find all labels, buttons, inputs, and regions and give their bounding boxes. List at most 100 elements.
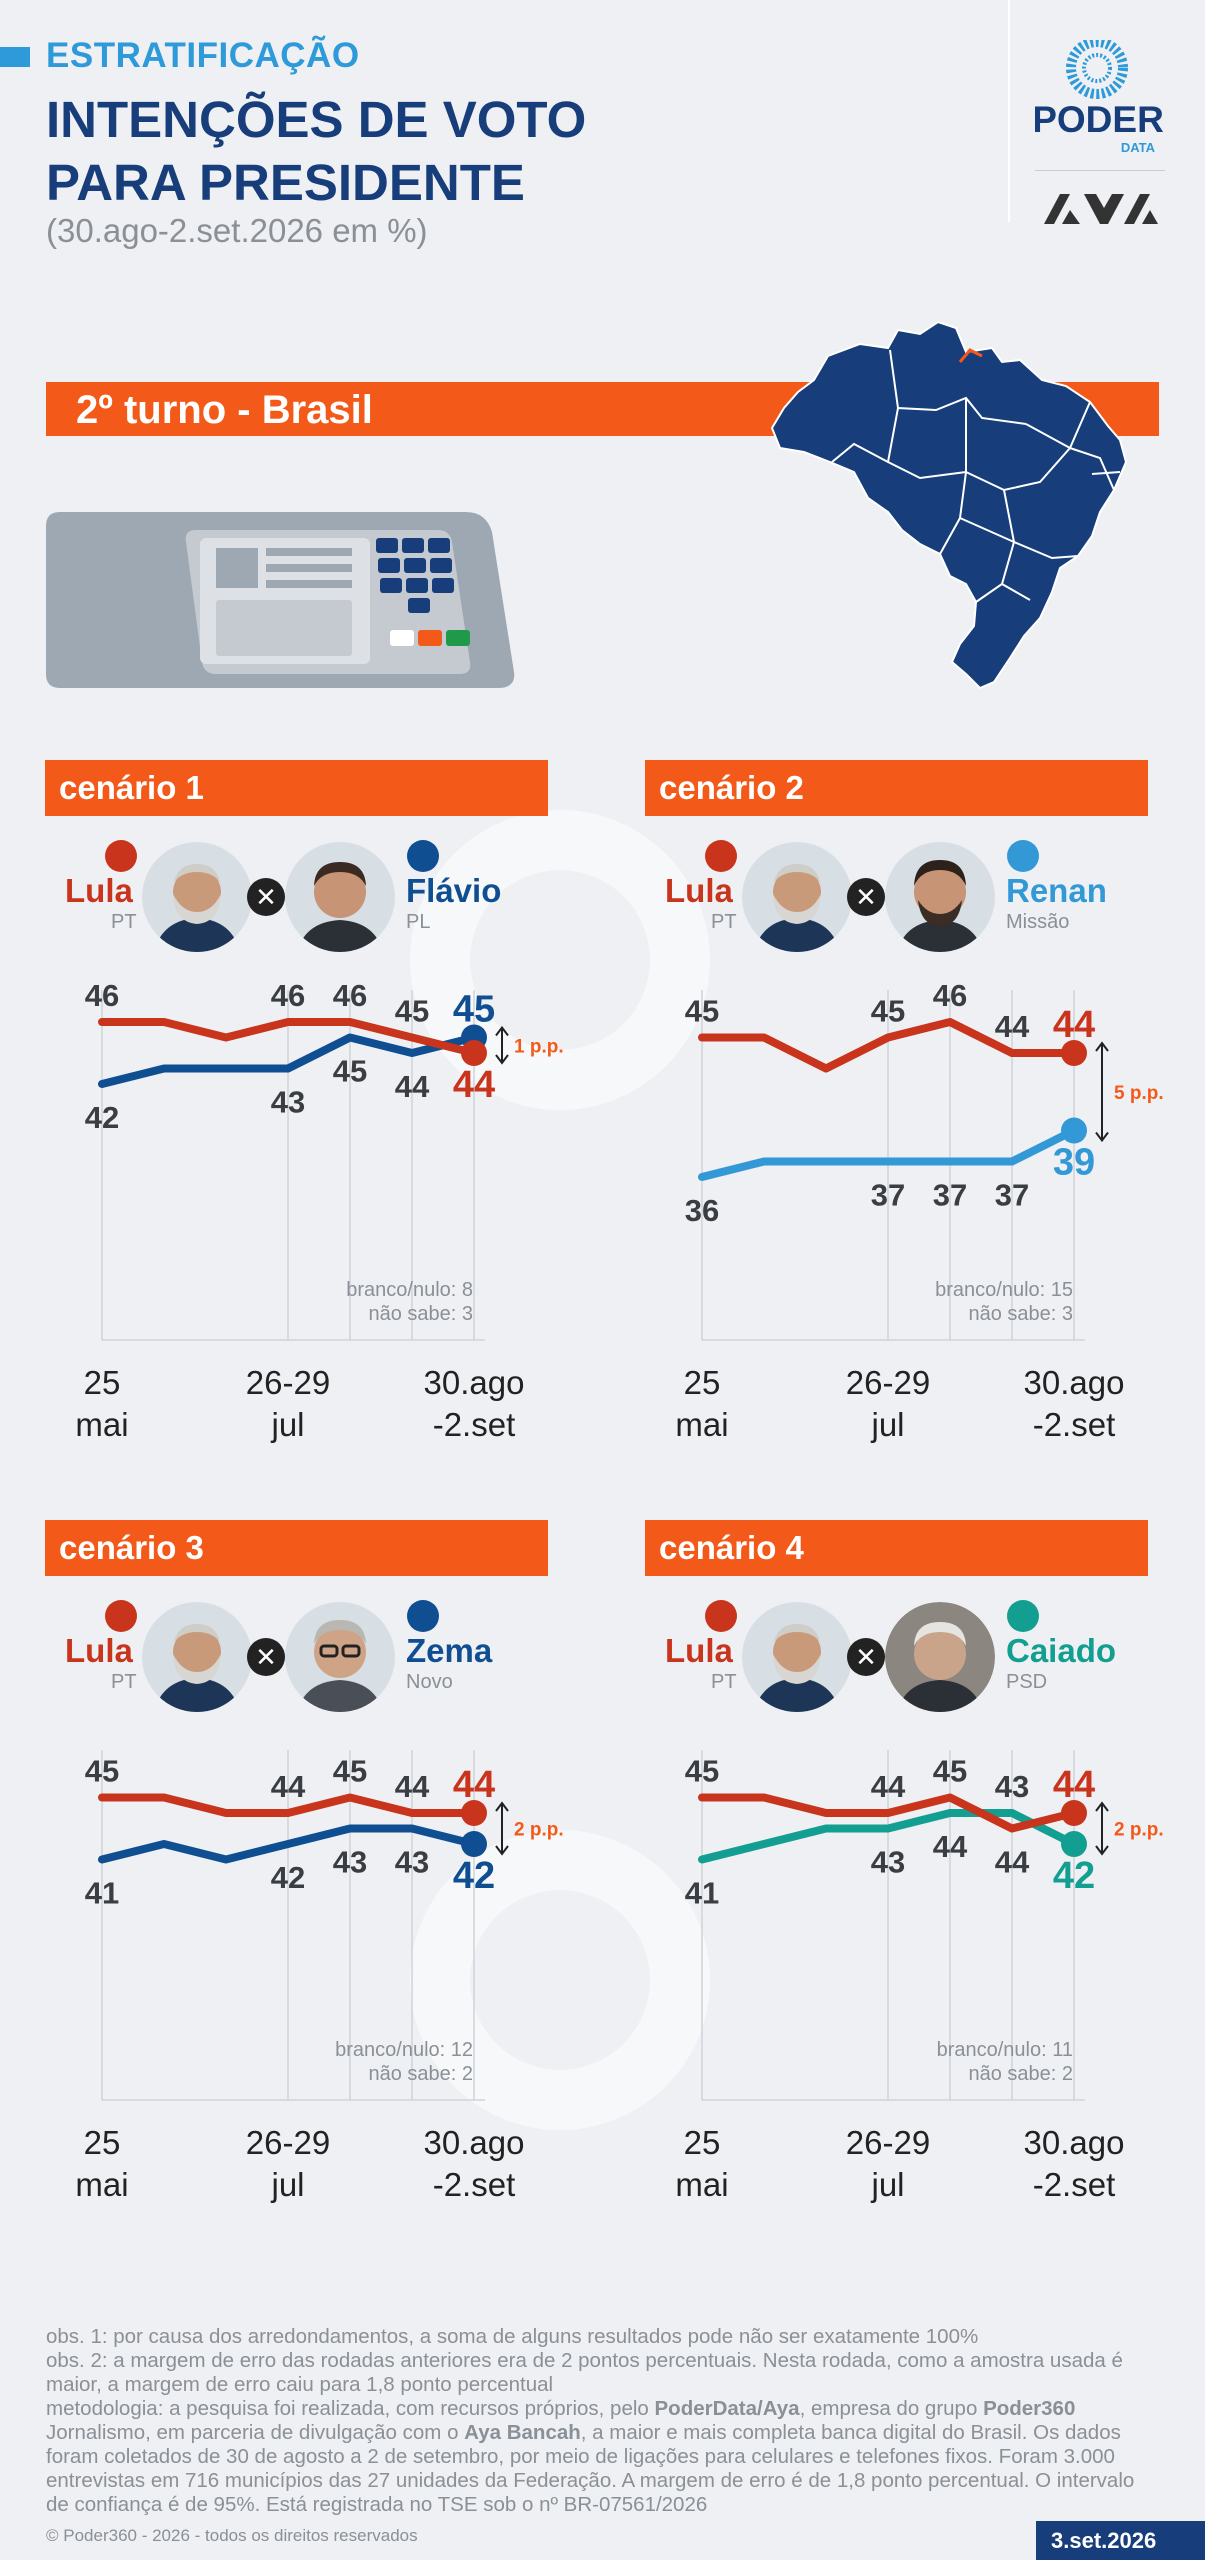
candidate-right-name: Flávio <box>406 872 502 909</box>
series-end-point-lula <box>1061 1040 1087 1066</box>
data-label-lula: 45 <box>333 1754 367 1789</box>
kicker-accent-bar <box>0 47 30 67</box>
series-end-point-lula <box>461 1040 487 1066</box>
scenario-title: cenário 3 <box>59 1529 204 1566</box>
scenario-header: cenário 4 <box>645 1520 1148 1576</box>
x-tick-label: jul <box>870 2166 904 2203</box>
chart-note: branco/nulo: 8 <box>346 1279 473 1301</box>
renan-legend-dot <box>1007 840 1039 872</box>
margin-arrow-up-icon <box>495 1025 509 1037</box>
kicker: ESTRATIFICAÇÃO <box>46 36 360 75</box>
aya-logo <box>1044 194 1158 224</box>
margin-arrow-up-icon <box>1095 1041 1109 1052</box>
lula-avatar <box>742 1602 852 1712</box>
chart-note: branco/nulo: 12 <box>335 2039 473 2061</box>
candidate-left-party: PT <box>711 1671 737 1693</box>
x-tick-label: jul <box>270 2166 304 2203</box>
x-tick-label: -2.set <box>1033 1406 1116 1443</box>
candidate-right-party: PSD <box>1006 1671 1048 1693</box>
x-tick-label: mai <box>75 1406 128 1443</box>
margin-label: 2 p.p. <box>1114 1820 1164 1841</box>
series-end-point-lula <box>461 1800 487 1826</box>
candidate-right-party: Novo <box>406 1671 453 1693</box>
lula-legend-dot <box>105 840 137 872</box>
flavio-legend-dot <box>407 840 439 872</box>
scenario-4-line-chart: 45 44 45 44 44 41 43 44 43 42 2 p.p. branco/nulo: 1… <box>675 1750 1164 2203</box>
margin-arrow-down-icon <box>495 1054 509 1065</box>
x-tick-label: 25 <box>84 1364 121 1401</box>
series-end-point-lula <box>1061 1800 1087 1826</box>
series-line-lula <box>698 1018 1078 1073</box>
data-label-zema: 43 <box>333 1845 367 1880</box>
x-tick-label: -2.set <box>1033 2166 1116 2203</box>
series-end-point-caiado <box>1061 1831 1087 1857</box>
versus-icon: ✕ <box>247 1638 285 1676</box>
x-tick-label: 26-29 <box>846 1364 930 1401</box>
lula-avatar <box>742 842 852 952</box>
x-tick-label: -2.set <box>433 2166 516 2203</box>
x-tick-label: 26-29 <box>846 2124 930 2161</box>
methodology-group: Poder360 <box>983 2397 1076 2420</box>
candidate-left-name: Lula <box>665 1632 733 1669</box>
x-tick-label: 30.ago <box>424 1364 525 1401</box>
series-line-zema <box>98 1824 478 1864</box>
methodology-text-c: , empresa do grupo <box>799 2397 984 2420</box>
data-label-zema: 41 <box>85 1876 119 1911</box>
caiado-avatar <box>885 1602 995 1712</box>
data-label-renan: 36 <box>685 1193 719 1228</box>
sunburst-icon <box>1066 40 1128 99</box>
data-label-zema: 43 <box>395 1845 429 1880</box>
zema-avatar <box>285 1602 395 1712</box>
page-title-line-1: INTENÇÕES DE VOTO <box>46 91 587 148</box>
poderdata-logo: PODER DATA <box>1035 40 1164 155</box>
series-line-caiado <box>698 1809 1078 1864</box>
methodology-text-e: Jornalismo, em parceria de divulgação co… <box>46 2421 465 2444</box>
methodology-text-a: metodologia: a pesquisa foi realizada, c… <box>46 2397 655 2420</box>
banner-title: 2º turno - Brasil <box>76 388 373 432</box>
data-label-caiado: 42 <box>1053 1855 1095 1897</box>
data-label-renan: 37 <box>933 1178 967 1213</box>
candidate-right-party: PL <box>406 911 431 933</box>
data-label-renan: 37 <box>995 1178 1029 1213</box>
x-tick-label: 30.ago <box>1024 1364 1125 1401</box>
lula-legend-dot <box>105 1600 137 1632</box>
x-tick-label: 30.ago <box>1024 2124 1125 2161</box>
footnote-methodology: metodologia: a pesquisa foi realizada, c… <box>46 2397 1161 2517</box>
data-label-lula: 44 <box>453 1764 495 1806</box>
data-label-lula: 45 <box>685 1754 719 1789</box>
voting-machine-icon <box>46 512 515 688</box>
publication-date: 3.set.2026 <box>1051 2528 1157 2553</box>
x-tick-label: jul <box>270 1406 304 1443</box>
lula-avatar <box>142 1602 252 1712</box>
margin-label: 2 p.p. <box>514 1820 564 1841</box>
x-tick-label: -2.set <box>433 1406 516 1443</box>
x-tick-label: 30.ago <box>424 2124 525 2161</box>
x-tick-label: 25 <box>84 2124 121 2161</box>
candidate-left-name: Lula <box>65 872 133 909</box>
data-label-lula: 45 <box>85 1754 119 1789</box>
candidate-right-party: Missão <box>1006 911 1070 933</box>
data-label-lula: 44 <box>1053 1004 1095 1046</box>
lula-legend-dot <box>705 1600 737 1632</box>
data-label-zema: 42 <box>271 1860 305 1895</box>
data-label-lula: 46 <box>933 978 967 1013</box>
data-label-caiado: 41 <box>685 1876 719 1911</box>
margin-arrow-down-icon <box>1095 1131 1109 1143</box>
page-title: INTENÇÕES DE VOTO PARA PRESIDENTE <box>46 88 586 214</box>
series-end-point-renan <box>1061 1117 1087 1144</box>
x-tick-label: 25 <box>684 1364 721 1401</box>
margin-label: 1 p.p. <box>514 1036 564 1057</box>
logo-separator <box>1035 170 1165 171</box>
brazil-map-icon <box>770 322 1128 690</box>
caiado-legend-dot <box>1007 1600 1039 1632</box>
scenario-3-line-chart: 45 44 45 44 44 41 42 43 43 42 2 p.p. branco/nulo: 1… <box>75 1750 564 2203</box>
data-label-renan: 37 <box>871 1178 905 1213</box>
versus-icon: ✕ <box>247 878 285 916</box>
data-label-flávio: 44 <box>395 1069 430 1104</box>
versus-icon: ✕ <box>847 1638 885 1676</box>
data-label-lula: 46 <box>85 978 119 1013</box>
candidate-right-name: Renan <box>1006 872 1107 909</box>
scenario-header: cenário 3 <box>45 1520 548 1576</box>
versus-icon: ✕ <box>847 878 885 916</box>
series-line-lula <box>698 1793 1078 1833</box>
